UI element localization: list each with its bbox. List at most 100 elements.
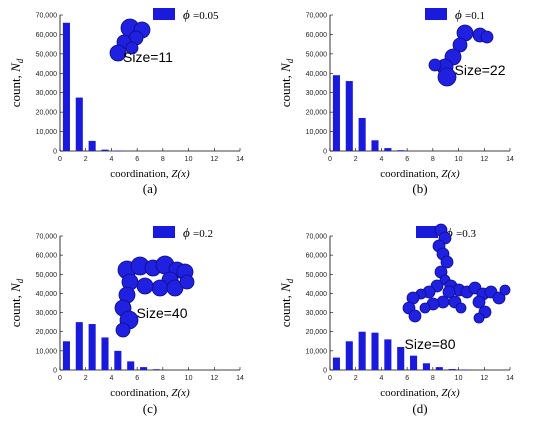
x-tick-label: 2 — [84, 375, 88, 382]
cluster-sphere — [452, 37, 468, 53]
bar — [332, 75, 340, 151]
y-tick-label: 20,000 — [306, 110, 328, 117]
cluster-sphere — [419, 302, 431, 314]
cluster-sphere — [442, 285, 456, 299]
y-tick-label: 60,000 — [306, 253, 328, 260]
x-tick-label: 0 — [328, 375, 332, 382]
bar — [332, 357, 340, 370]
y-tick-label: 70,000 — [306, 13, 328, 20]
x-tick-label: 4 — [379, 375, 383, 382]
cluster-sphere — [408, 309, 422, 323]
y-axis-label: count, Nd — [278, 278, 295, 327]
x-tick-label: 2 — [84, 156, 88, 163]
x-tick-label: 12 — [480, 375, 488, 382]
legend-symbol: ϕ — [446, 225, 453, 240]
cluster-illustration — [428, 24, 494, 87]
y-tick-label: 50,000 — [36, 272, 58, 279]
y-tick-label: 50,000 — [306, 51, 328, 58]
x-tick-label: 0 — [328, 156, 332, 163]
bar — [127, 361, 135, 370]
cluster-sphere — [115, 322, 131, 338]
y-tick-label: 20,000 — [306, 329, 328, 336]
size-label: Size=11 — [123, 49, 173, 65]
cluster-sphere — [125, 41, 139, 55]
cluster-sphere — [440, 255, 454, 269]
x-axis-label: coordination, Z(x) — [110, 168, 190, 180]
x-tick-label: 4 — [109, 156, 113, 163]
y-tick-label: 10,000 — [36, 348, 58, 355]
legend-value: =0.1 — [465, 10, 485, 22]
x-tick-label: 8 — [161, 156, 165, 163]
panel-caption: (d) — [412, 401, 427, 416]
x-tick-label: 0 — [58, 156, 62, 163]
x-tick-label: 10 — [185, 156, 193, 163]
bar — [345, 81, 353, 151]
legend-swatch — [153, 8, 175, 20]
y-tick-label: 0 — [53, 368, 57, 375]
bar — [448, 369, 456, 370]
cluster-sphere — [472, 295, 486, 309]
cluster-sphere — [136, 277, 154, 295]
cluster-sphere — [492, 291, 506, 305]
cluster-sphere — [428, 58, 442, 72]
x-axis-label: coordination, Z(x) — [110, 387, 190, 399]
bar — [88, 324, 96, 370]
size-label: Size=80 — [405, 336, 456, 352]
y-tick-label: 30,000 — [36, 310, 58, 317]
bar — [371, 140, 379, 151]
x-tick-label: 14 — [506, 375, 514, 382]
size-label: Size=40 — [137, 305, 188, 321]
x-tick-label: 14 — [506, 156, 514, 163]
legend-value: =0.05 — [193, 10, 219, 22]
bar — [410, 355, 418, 370]
legend-swatch — [425, 8, 447, 20]
bar — [88, 140, 96, 151]
x-tick-label: 6 — [405, 375, 409, 382]
x-tick-label: 4 — [109, 375, 113, 382]
cluster-sphere — [437, 67, 457, 87]
bar — [114, 350, 122, 370]
x-tick-label: 6 — [135, 375, 139, 382]
x-tick-label: 12 — [210, 375, 218, 382]
legend-symbol: ϕ — [183, 7, 190, 22]
x-tick-label: 2 — [354, 375, 358, 382]
bar — [62, 22, 70, 152]
cluster-illustration — [402, 223, 511, 324]
bar — [358, 331, 366, 370]
x-tick-label: 6 — [405, 156, 409, 163]
y-tick-label: 40,000 — [306, 71, 328, 78]
chart-panel-3: 0 10,000 20,000 30,000 40,000 50,000 60,000 70,… — [8, 225, 244, 416]
y-tick-label: 40,000 — [306, 291, 328, 298]
cluster-illustration — [114, 255, 195, 338]
chart-panel-4: 0 10,000 20,000 30,000 40,000 50,000 60,000 70,… — [278, 223, 514, 416]
bar — [371, 332, 379, 370]
y-tick-label: 0 — [53, 149, 57, 156]
y-tick-label: 10,000 — [306, 129, 328, 136]
x-tick-label: 12 — [480, 156, 488, 163]
x-tick-label: 12 — [210, 156, 218, 163]
y-tick-label: 30,000 — [306, 310, 328, 317]
y-tick-label: 30,000 — [306, 90, 328, 97]
legend-symbol: ϕ — [183, 225, 190, 240]
bar — [422, 363, 430, 370]
x-tick-label: 8 — [161, 375, 165, 382]
bar — [75, 97, 83, 151]
legend-value: =0.3 — [456, 228, 476, 240]
bar — [152, 369, 160, 370]
legend-swatch — [153, 226, 175, 238]
bar — [140, 367, 148, 370]
legend-value: =0.2 — [193, 228, 213, 240]
cluster-sphere — [455, 302, 467, 314]
cluster-sphere — [499, 284, 511, 296]
x-axis-label: coordination, Z(x) — [380, 168, 460, 180]
bar — [114, 150, 122, 152]
x-tick-label: 4 — [379, 156, 383, 163]
cluster-sphere — [473, 312, 485, 324]
bar — [101, 337, 109, 370]
y-tick-label: 10,000 — [306, 348, 328, 355]
chart-panel-1: 0 10,000 20,000 30,000 40,000 50,000 60,000 70,… — [8, 7, 244, 196]
y-tick-label: 40,000 — [36, 291, 58, 298]
y-tick-label: 70,000 — [306, 234, 328, 241]
bar — [345, 341, 353, 370]
